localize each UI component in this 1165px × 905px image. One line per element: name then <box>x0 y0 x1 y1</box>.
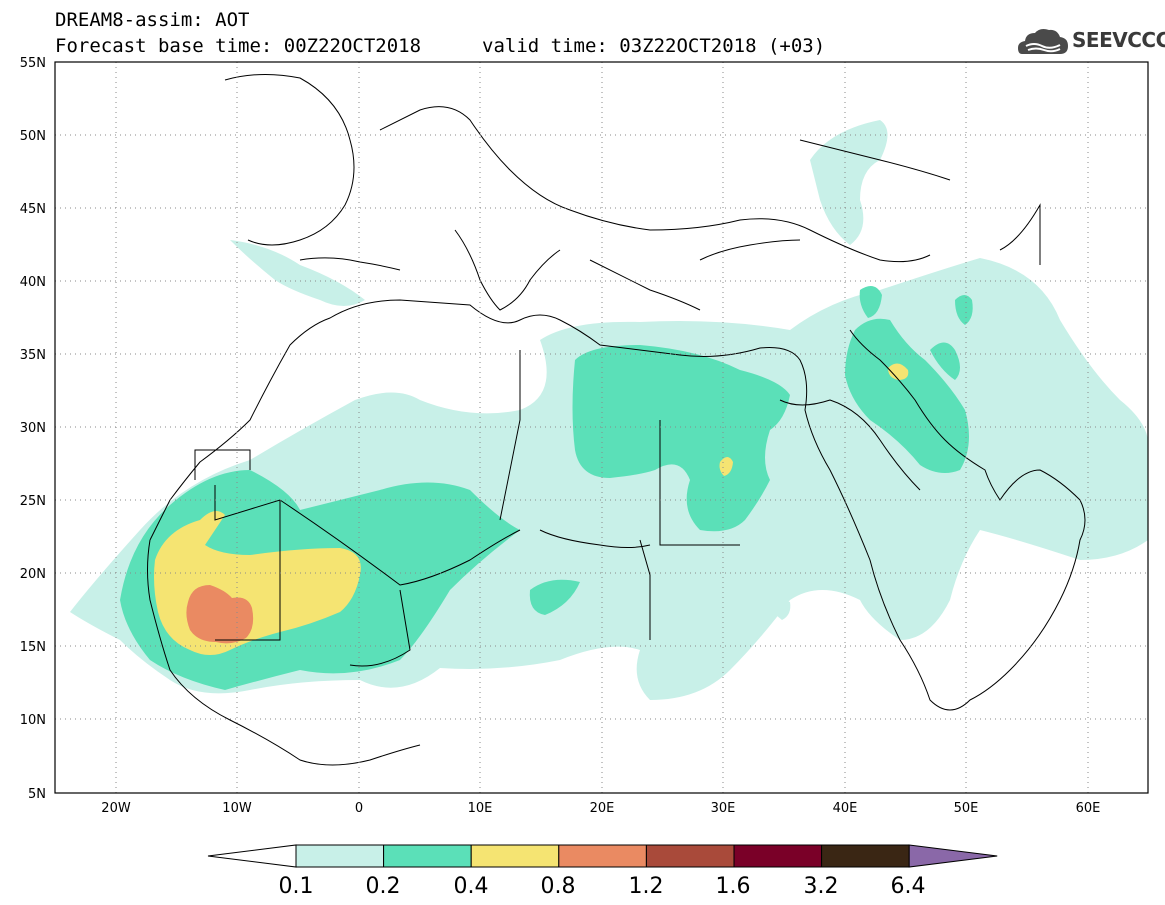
lon-label: 40E <box>833 801 858 816</box>
colorbar-below-triangle <box>207 844 297 868</box>
colorbar-swatch <box>295 844 385 868</box>
colorbar-label: 0.1 <box>279 874 314 899</box>
map-title: DREAM8-assim: AOT <box>55 9 250 31</box>
lat-label: 20N <box>20 567 46 582</box>
colorbar-swatch <box>383 844 472 868</box>
lat-label: 50N <box>20 129 46 144</box>
colorbar-labels: 0.1 0.2 0.4 0.8 1.2 1.6 3.2 6.4 <box>279 874 926 899</box>
lat-label: 15N <box>20 640 46 655</box>
colorbar <box>207 844 998 868</box>
colorbar-above-triangle <box>908 844 998 868</box>
aot-field <box>70 120 1148 700</box>
plot-frame <box>54 61 1149 794</box>
lon-label: 0 <box>355 801 363 816</box>
lon-label: 20W <box>101 801 131 816</box>
colorbar-label: 1.6 <box>716 874 751 899</box>
lon-label: 20E <box>590 801 615 816</box>
lat-label: 30N <box>20 421 46 436</box>
lat-label: 40N <box>20 275 46 290</box>
lon-label: 30E <box>711 801 736 816</box>
colorbar-swatch <box>645 844 735 868</box>
colorbar-label: 0.2 <box>366 874 401 899</box>
colorbar-swatch <box>733 844 823 868</box>
colorbar-swatch <box>470 844 560 868</box>
valid-time: valid time: 03Z22OCT2018 (+03) <box>482 35 826 57</box>
colorbar-label: 3.2 <box>804 874 839 899</box>
colorbar-label: 6.4 <box>891 874 926 899</box>
lat-label: 10N <box>20 713 46 728</box>
lat-label: 45N <box>20 202 46 217</box>
lat-label: 55N <box>20 56 46 71</box>
cloud-icon <box>1018 29 1068 54</box>
colorbar-swatch <box>558 844 647 868</box>
logo-text: SEEVCCC <box>1072 28 1165 52</box>
colorbar-label: 0.4 <box>454 874 489 899</box>
colorbar-swatch <box>821 844 910 868</box>
lon-labels: 20W 10W 0 10E 20E 30E 40E 50E 60E <box>101 801 1100 816</box>
lon-label: 10E <box>468 801 493 816</box>
lon-label: 50E <box>954 801 979 816</box>
aot-level-0.8 <box>186 585 254 644</box>
lat-label: 35N <box>20 348 46 363</box>
lat-label: 5N <box>28 787 46 802</box>
lon-label: 60E <box>1076 801 1101 816</box>
coastlines <box>147 73 1086 766</box>
forecast-base-time: Forecast base time: 00Z22OCT2018 <box>55 35 422 57</box>
colorbar-label: 1.2 <box>629 874 664 899</box>
colorbar-label: 0.8 <box>541 874 576 899</box>
lon-label: 10W <box>222 801 252 816</box>
lat-labels: 55N 50N 45N 40N 35N 30N 25N 20N 15N 10N … <box>20 56 46 802</box>
grid <box>55 62 1148 793</box>
lat-label: 25N <box>20 494 46 509</box>
